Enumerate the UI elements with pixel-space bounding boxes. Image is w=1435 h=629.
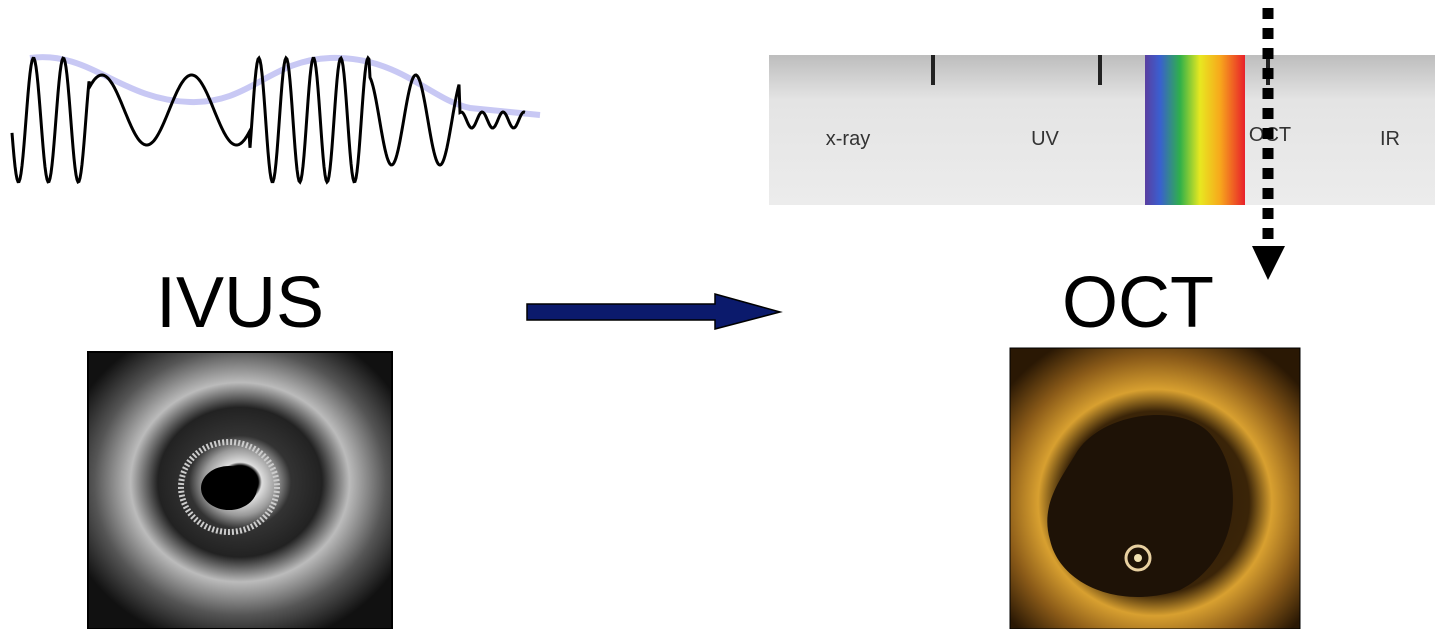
transition-arrow xyxy=(527,294,780,329)
band-label: IR xyxy=(1380,128,1400,150)
oct-catheter-core xyxy=(1134,554,1142,562)
modality-label: IVUS xyxy=(156,263,324,343)
page: x-ray UV OCT IR IVUS OCT (() => { const … xyxy=(0,0,1435,629)
modality-label: OCT xyxy=(1062,263,1214,343)
band-label: UV xyxy=(1031,128,1059,150)
slide: x-ray UV OCT IR IVUS OCT xyxy=(0,0,1435,629)
visible-light xyxy=(1145,55,1245,205)
band-label: x-ray xyxy=(826,128,870,150)
ivus-lumen xyxy=(201,466,257,510)
arrow-head xyxy=(1252,246,1285,280)
